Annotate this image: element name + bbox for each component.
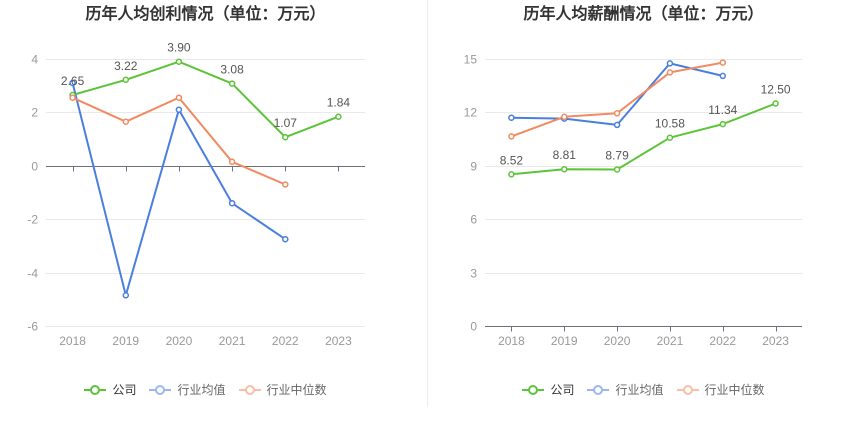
y-tick-label: -4 xyxy=(27,267,38,281)
industry-mean-point[interactable] xyxy=(719,72,727,80)
x-tick-label: 2021 xyxy=(657,334,684,348)
industry-mean-line xyxy=(71,82,286,297)
legend-line-marker-icon xyxy=(676,385,699,395)
legend-industry-median-label: 行业中位数 xyxy=(704,383,765,397)
y-tick-label: 0 xyxy=(31,160,38,174)
industry-median-point[interactable] xyxy=(561,113,568,121)
company-data-label: 3.22 xyxy=(114,59,138,73)
industry-mean-point[interactable] xyxy=(69,79,76,87)
company-data-label: 3.90 xyxy=(167,41,191,55)
company-line xyxy=(72,60,339,139)
legend-item-industry-mean[interactable]: 行业均值 xyxy=(149,381,226,399)
industry-median-point[interactable] xyxy=(175,94,183,101)
company-data-label: 3.08 xyxy=(220,63,244,77)
legend-line-marker-icon xyxy=(149,385,172,395)
industry-mean-point[interactable] xyxy=(282,235,289,243)
legend-item-company[interactable]: 公司 xyxy=(84,381,136,399)
industry-mean-point[interactable] xyxy=(508,114,515,121)
company-point[interactable] xyxy=(772,100,779,107)
industry-median-point[interactable] xyxy=(666,69,674,76)
industry-mean-point[interactable] xyxy=(613,121,621,129)
legend-item-industry-median[interactable]: 行业中位数 xyxy=(238,381,327,399)
company-point[interactable] xyxy=(228,80,236,87)
y-tick-label: -6 xyxy=(27,320,38,334)
x-tick-label: 2020 xyxy=(166,334,193,348)
company-point[interactable] xyxy=(561,165,568,173)
industry-median-point[interactable] xyxy=(508,133,515,140)
y-tick-label: 0 xyxy=(470,320,477,334)
x-tick-label: 2019 xyxy=(112,334,139,348)
x-tick-label: 2023 xyxy=(762,334,789,348)
x-tick-label: 2022 xyxy=(272,334,299,348)
legend-item-company[interactable]: 公司 xyxy=(522,381,574,399)
legend-line-marker-icon xyxy=(238,385,261,395)
legend-company-label: 公司 xyxy=(112,383,137,397)
x-tick-label: 2022 xyxy=(709,334,736,348)
legend-line-marker-icon xyxy=(587,385,610,395)
x-tick-label: 2023 xyxy=(325,334,352,348)
company-data-label: 1.07 xyxy=(274,116,298,130)
y-tick-label: 9 xyxy=(470,160,477,174)
company-data-label: 8.79 xyxy=(605,149,629,163)
legend-line-marker-icon xyxy=(522,385,545,395)
company-data-label: 8.52 xyxy=(500,153,524,167)
x-tick-label: 2021 xyxy=(219,334,246,348)
right-chart-legend: 公司 行业均值 行业中位数 xyxy=(485,381,802,399)
industry-median-point[interactable] xyxy=(122,118,130,125)
company-point[interactable] xyxy=(122,76,130,84)
right-chart-plot: 0 3 6 9 12 15 2018 2019 2020 2021 2022 2023 8.52 8.81… xyxy=(464,53,802,348)
company-point[interactable] xyxy=(613,166,621,173)
company-data-label: 1.84 xyxy=(327,96,351,110)
legend-company-label: 公司 xyxy=(550,383,575,397)
legend-industry-mean-label: 行业均值 xyxy=(177,383,226,397)
left-chart-legend: 公司 行业均值 行业中位数 xyxy=(46,381,365,399)
industry-median-point[interactable] xyxy=(69,94,76,101)
company-point[interactable] xyxy=(508,171,515,178)
legend-item-industry-mean[interactable]: 行业均值 xyxy=(587,381,664,399)
legend-industry-median-label: 行业中位数 xyxy=(266,383,327,397)
industry-mean-point[interactable] xyxy=(175,106,183,113)
industry-mean-point[interactable] xyxy=(666,60,674,67)
y-tick-label: 3 xyxy=(470,267,477,281)
company-data-label: 12.50 xyxy=(761,83,791,97)
company-point[interactable] xyxy=(282,133,289,141)
chart-divider xyxy=(427,0,428,407)
x-tick-label: 2019 xyxy=(551,334,578,348)
company-point[interactable] xyxy=(335,113,342,120)
left-chart-title: 历年人均创利情况（单位：万元） xyxy=(85,4,326,23)
company-point[interactable] xyxy=(719,120,727,128)
legend-line-marker-icon xyxy=(84,385,107,395)
x-tick-label: 2018 xyxy=(59,334,86,348)
company-data-label: 8.81 xyxy=(553,148,577,162)
left-chart-plot: -6 -4 -2 0 2 4 2018 2019 2020 2021 2022 2023 2.65 3.2… xyxy=(27,41,365,348)
legend-industry-mean-label: 行业均值 xyxy=(615,383,664,397)
industry-median-point[interactable] xyxy=(282,181,289,188)
company-point[interactable] xyxy=(666,134,674,141)
y-tick-label: 15 xyxy=(464,53,478,67)
x-tick-label: 2020 xyxy=(604,334,631,348)
y-tick-label: 12 xyxy=(464,106,478,120)
company-point[interactable] xyxy=(175,58,183,65)
industry-mean-point[interactable] xyxy=(122,292,130,299)
industry-median-point[interactable] xyxy=(613,110,621,117)
y-tick-label: 4 xyxy=(31,53,38,67)
right-chart-title: 历年人均薪酬情况（单位：万元） xyxy=(523,4,764,23)
industry-median-point[interactable] xyxy=(228,158,236,166)
industry-mean-point[interactable] xyxy=(228,199,236,207)
industry-median-point[interactable] xyxy=(719,59,727,66)
company-line xyxy=(511,102,776,176)
company-data-label: 2.65 xyxy=(61,74,85,88)
y-tick-label: -2 xyxy=(27,213,38,227)
legend-item-industry-median[interactable]: 行业中位数 xyxy=(676,381,765,399)
y-tick-label: 6 xyxy=(470,213,477,227)
y-tick-label: 2 xyxy=(31,106,38,120)
company-data-label: 10.58 xyxy=(655,117,685,131)
company-data-label: 11.34 xyxy=(708,103,737,117)
x-tick-label: 2018 xyxy=(498,334,525,348)
